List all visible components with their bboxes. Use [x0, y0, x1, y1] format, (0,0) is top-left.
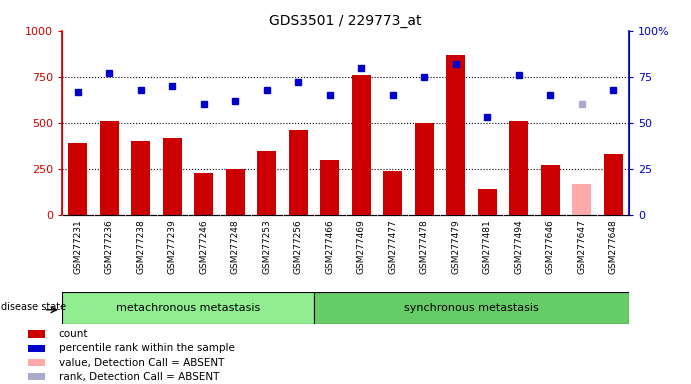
Text: GSM277231: GSM277231 [73, 219, 82, 274]
Text: GSM277238: GSM277238 [136, 219, 145, 274]
Text: GSM277246: GSM277246 [199, 219, 209, 273]
Bar [62, 292, 314, 324]
Text: GSM277469: GSM277469 [357, 219, 366, 274]
Text: GSM277477: GSM277477 [388, 219, 397, 274]
Bar [226, 169, 245, 215]
Bar [477, 189, 497, 215]
Bar [163, 137, 182, 215]
Bar [384, 171, 402, 215]
Text: GSM277478: GSM277478 [419, 219, 428, 274]
Bar [28, 330, 45, 338]
Bar [131, 141, 151, 215]
Bar [321, 160, 339, 215]
Text: metachronous metastasis: metachronous metastasis [116, 303, 261, 313]
Bar [28, 345, 45, 352]
Bar [604, 154, 623, 215]
Text: GSM277236: GSM277236 [105, 219, 114, 274]
Text: count: count [59, 329, 88, 339]
Text: GSM277256: GSM277256 [294, 219, 303, 274]
Bar [257, 151, 276, 215]
Text: percentile rank within the sample: percentile rank within the sample [59, 343, 235, 353]
Text: GSM277466: GSM277466 [325, 219, 334, 274]
Text: synchronous metastasis: synchronous metastasis [404, 303, 539, 313]
Text: GSM277494: GSM277494 [514, 219, 523, 273]
Bar [572, 184, 591, 215]
Bar [446, 55, 465, 215]
Bar [415, 123, 434, 215]
Text: GSM277646: GSM277646 [546, 219, 555, 274]
Bar [28, 359, 45, 366]
Text: GSM277479: GSM277479 [451, 219, 460, 274]
Text: GSM277647: GSM277647 [577, 219, 586, 274]
Bar [194, 173, 214, 215]
Text: GSM277239: GSM277239 [168, 219, 177, 274]
Bar [509, 121, 528, 215]
Bar [289, 130, 307, 215]
Bar [352, 75, 370, 215]
Text: GSM277253: GSM277253 [263, 219, 272, 274]
Text: disease state: disease state [1, 301, 66, 311]
Text: value, Detection Call = ABSENT: value, Detection Call = ABSENT [59, 358, 224, 367]
Bar [28, 373, 45, 381]
Text: GSM277481: GSM277481 [482, 219, 492, 274]
Text: rank, Detection Call = ABSENT: rank, Detection Call = ABSENT [59, 372, 219, 382]
Text: GSM277648: GSM277648 [609, 219, 618, 274]
Text: GSM277248: GSM277248 [231, 219, 240, 273]
Title: GDS3501 / 229773_at: GDS3501 / 229773_at [269, 14, 422, 28]
Bar [314, 292, 629, 324]
Bar [540, 165, 560, 215]
Bar [68, 143, 87, 215]
Bar [100, 121, 119, 215]
